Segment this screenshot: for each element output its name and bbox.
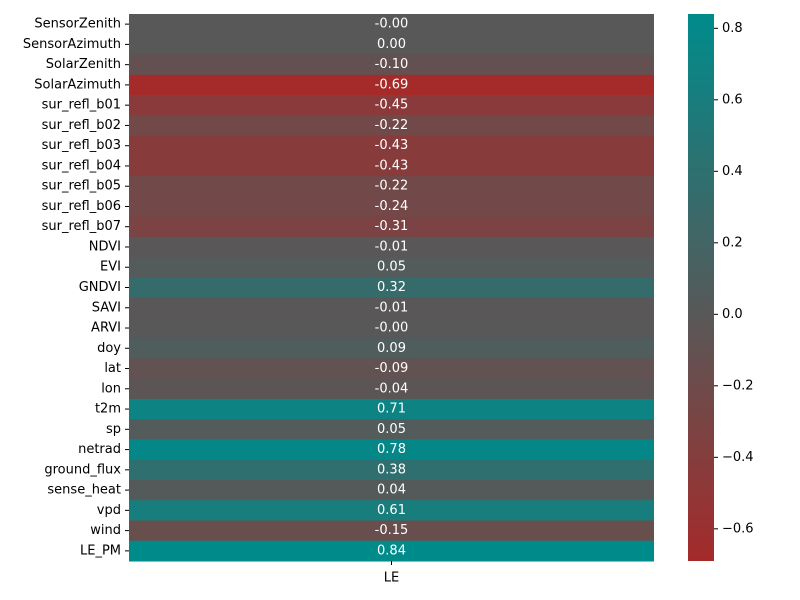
y-tick-label: netrad	[78, 442, 121, 457]
y-tick-label: t2m	[95, 402, 121, 417]
cell-annotation: -0.10	[375, 57, 409, 72]
cell-annotation: -0.43	[375, 138, 409, 153]
y-tick-label: SensorAzimuth	[23, 37, 121, 52]
heatmap-cell	[129, 459, 654, 481]
cell-annotation: 0.78	[377, 442, 406, 457]
cell-annotation: 0.05	[377, 260, 406, 275]
y-tick-label: SensorZenith	[34, 17, 121, 32]
heatmap-cell	[129, 439, 654, 461]
y-tick-label: NDVI	[89, 239, 121, 254]
colorbar-tick-label: 0.8	[722, 21, 743, 36]
heatmap-cell	[129, 378, 654, 400]
cell-annotation: -0.15	[375, 523, 409, 538]
heatmap-cell	[129, 257, 654, 278]
heatmap-cell	[129, 216, 654, 238]
cell-annotation: 0.84	[377, 543, 406, 558]
heatmap-cell	[129, 540, 654, 562]
cell-annotation: 0.04	[377, 483, 406, 498]
cell-annotation: -0.31	[375, 219, 409, 234]
cell-annotation: -0.01	[375, 239, 409, 254]
heatmap-cell	[129, 419, 654, 440]
heatmap-cell	[129, 479, 654, 501]
heatmap-cell	[129, 338, 654, 359]
cell-annotation: 0.71	[377, 402, 406, 417]
y-tick-label: sur_refl_b05	[42, 179, 121, 194]
heatmap-cell	[129, 317, 654, 339]
y-tick-label: sp	[106, 422, 121, 437]
heatmap-cell	[129, 34, 654, 56]
colorbar-tick-label: −0.6	[722, 521, 754, 536]
colorbar-tick-label: −0.4	[722, 450, 754, 465]
heatmap-cell	[129, 236, 654, 258]
colorbar-tick-label: 0.4	[722, 164, 743, 179]
y-tick-label: wind	[90, 523, 121, 538]
cell-annotation: 0.32	[377, 280, 406, 295]
y-tick-label: SolarZenith	[46, 57, 121, 72]
heatmap-cell	[129, 54, 654, 76]
cell-annotation: -0.00	[375, 17, 409, 32]
colorbar-gradient	[688, 14, 714, 561]
colorbar-tick-label: 0.6	[722, 92, 743, 107]
y-tick-label: sur_refl_b06	[42, 199, 121, 214]
y-tick-label: SolarAzimuth	[34, 77, 121, 92]
heatmap-cell	[129, 196, 654, 218]
y-tick-label: sur_refl_b07	[42, 219, 121, 234]
heatmap-cell	[129, 297, 654, 319]
cell-annotation: -0.04	[375, 381, 409, 396]
heatmap-cell	[129, 74, 654, 96]
heatmap-cell	[129, 500, 654, 521]
x-axis-labels: LE	[384, 561, 399, 586]
y-tick-label: sur_refl_b03	[42, 138, 121, 153]
cell-annotation: -0.22	[375, 179, 409, 194]
y-tick-label: GNDVI	[79, 280, 121, 295]
cell-annotation: -0.45	[375, 98, 409, 113]
cell-annotation: -0.22	[375, 118, 409, 133]
heatmap-cell	[129, 115, 654, 137]
cell-annotation: -0.09	[375, 361, 409, 376]
y-tick-label: lon	[101, 381, 121, 396]
heatmap-cell	[129, 398, 654, 420]
y-tick-label: vpd	[97, 503, 121, 518]
heatmap-cell	[129, 135, 654, 157]
colorbar-tick-label: 0.2	[722, 235, 743, 250]
y-tick-label: SAVI	[92, 300, 121, 315]
cell-annotation: 0.09	[377, 341, 406, 356]
heatmap-cell	[129, 277, 654, 299]
x-tick-label: LE	[384, 571, 399, 586]
cell-annotation: -0.24	[375, 199, 409, 214]
heatmap-cell	[129, 358, 654, 380]
cell-annotation: -0.01	[375, 300, 409, 315]
y-tick-label: sur_refl_b04	[42, 158, 121, 173]
cell-annotation: -0.69	[375, 77, 409, 92]
heatmap-annotations: -0.00 0.00 -0.10 -0.69 -0.45 -0.22 -0.43 -0.43 -…	[375, 17, 409, 559]
cell-annotation: -0.00	[375, 321, 409, 336]
y-tick-label: EVI	[100, 260, 121, 275]
heatmap-cell	[129, 95, 654, 116]
cell-annotation: 0.05	[377, 422, 406, 437]
cell-annotation: 0.00	[377, 37, 406, 52]
colorbar-tick-label: −0.2	[722, 378, 754, 393]
heatmap-cell	[129, 155, 654, 177]
cell-annotation: 0.38	[377, 462, 406, 477]
y-tick-label: LE_PM	[80, 543, 121, 558]
y-axis-labels: SensorZenith SensorAzimuth SolarZenith Sola…	[23, 17, 129, 558]
y-tick-label: ARVI	[91, 321, 121, 336]
colorbar: 0.8 0.6 0.4 0.2 0.0 −0.2 −0.4 −0.6	[688, 14, 754, 561]
y-tick-label: sur_refl_b01	[42, 98, 121, 113]
heatmap-cells	[129, 14, 654, 562]
y-tick-label: sense_heat	[47, 483, 121, 498]
cell-annotation: -0.43	[375, 158, 409, 173]
y-tick-label: ground_flux	[44, 462, 121, 477]
cell-annotation: 0.61	[377, 503, 406, 518]
heatmap-cell	[129, 520, 654, 542]
heatmap-cell	[129, 176, 654, 197]
colorbar-tick-label: 0.0	[722, 307, 743, 322]
heatmap-cell	[129, 14, 654, 35]
y-tick-label: doy	[97, 341, 121, 356]
y-tick-label: sur_refl_b02	[42, 118, 121, 133]
y-tick-label: lat	[104, 361, 121, 376]
